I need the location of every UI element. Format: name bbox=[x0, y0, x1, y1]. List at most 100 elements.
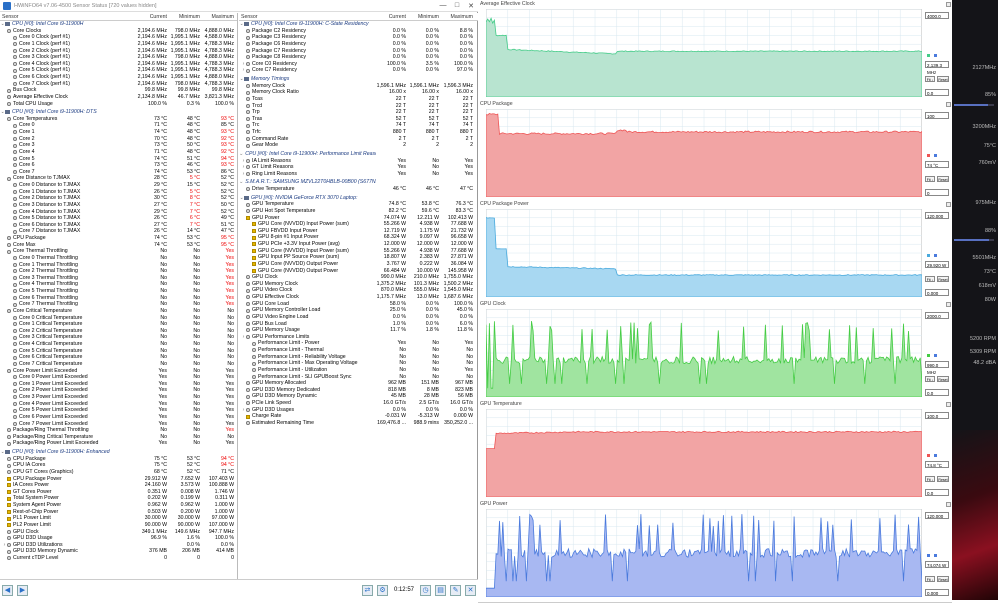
sensor-row[interactable]: Core 3 Power Limit Exceeded Yes No Yes bbox=[0, 394, 237, 401]
expand-icon[interactable]: › bbox=[242, 164, 245, 171]
collapse-icon[interactable]: ⌄ bbox=[239, 194, 244, 201]
reset-button[interactable]: Reset bbox=[937, 476, 949, 482]
expand-icon[interactable]: › bbox=[242, 406, 245, 413]
sensor-row[interactable]: Core 0 Thermal Throttling No No Yes bbox=[0, 255, 237, 262]
sensor-group-header[interactable]: ⌄ CPU [#0]: Intel Core i9-11900H: DTS bbox=[0, 109, 237, 116]
sensor-row[interactable]: Bus Clock 99.8 MHz 99.8 MHz 99.8 MHz bbox=[0, 87, 237, 94]
collapse-icon[interactable]: ⌄ bbox=[239, 21, 244, 27]
series-toggle[interactable] bbox=[934, 554, 937, 557]
reset-button[interactable]: Reset bbox=[937, 376, 949, 382]
chart-min-value[interactable]: 0.0 bbox=[925, 489, 949, 496]
sensor-row[interactable]: Core 6 Critical Temperature No No No bbox=[0, 354, 237, 361]
collapse-icon[interactable]: ⌄ bbox=[239, 76, 244, 82]
sensor-row[interactable]: GPU D3D Memory Dynamic 45 MB 28 MB 56 MB bbox=[239, 393, 478, 400]
sensor-row[interactable]: › Core C0 Residency 100.0 % 3.5 % 100.0 % bbox=[239, 61, 478, 68]
sensor-row[interactable]: Core 4 71 °C 48 °C 92 °C bbox=[0, 149, 237, 156]
sensor-row[interactable]: Core 2 Power Limit Exceeded Yes No Yes bbox=[0, 387, 237, 394]
collapse-icon[interactable]: ⌄ bbox=[0, 109, 5, 116]
sensor-row[interactable]: › GPU D3D Usages 0.0 % 0.0 % 0.0 % bbox=[239, 407, 478, 414]
sensor-row[interactable]: Core 4 Thermal Throttling No No Yes bbox=[0, 281, 237, 288]
expand-icon[interactable]: › bbox=[242, 333, 245, 340]
chart-close-icon[interactable] bbox=[946, 2, 951, 7]
chart-panel-cpu-package-power[interactable]: CPU Package Power 120.000 29.920 W Fit ↓ Res… bbox=[478, 200, 952, 303]
sensor-row[interactable]: Core 3 73 °C 50 °C 93 °C bbox=[0, 142, 237, 149]
chart-panel-gpu-temperature[interactable]: GPU Temperature 100.0 74.8 °C Fit ↓ Reset 0.0 bbox=[478, 400, 952, 503]
sensor-row[interactable]: Core 2 Thermal Throttling No No Yes bbox=[0, 268, 237, 275]
sensor-row[interactable]: Core 5 Distance to TJMAX 26 °C 6 °C 49 °C bbox=[0, 215, 237, 222]
sensor-row[interactable]: Estimated Remaining Time 169,476.8 ... 988… bbox=[239, 420, 478, 427]
column-maximum[interactable]: Maximum bbox=[211, 14, 234, 20]
collapse-icon[interactable]: ⌄ bbox=[0, 21, 5, 27]
sensor-row[interactable]: Total System Power 0.202 W 0.199 W 0.311 W bbox=[0, 495, 237, 502]
sensor-row[interactable]: Core 2 Critical Temperature No No No bbox=[0, 328, 237, 335]
sensor-row[interactable]: Core 2 Distance to TJMAX 30 °C 8 °C 52 °C bbox=[0, 195, 237, 202]
sensor-row[interactable]: Core 5 Critical Temperature No No No bbox=[0, 348, 237, 355]
sensor-row[interactable]: PL2 Power Limit 90.000 W 90.000 W 107.000 W bbox=[0, 522, 237, 529]
chart-close-icon[interactable] bbox=[946, 202, 951, 207]
sensor-row[interactable]: GPU 8-pin #1 Input Power 68.324 W 9.097 W 9… bbox=[239, 234, 478, 241]
chart-max-value[interactable]: 120.000 bbox=[925, 512, 949, 519]
chart-min-value[interactable]: 0.000 bbox=[925, 289, 949, 296]
sensor-row[interactable]: GPU D3D Memory Dynamic 376 MB 206 MB 414 MB bbox=[0, 548, 237, 555]
sensor-row[interactable]: Drive Temperature 46 °C 46 °C 47 °C bbox=[239, 186, 478, 193]
sensor-row[interactable]: Core 4 Power Limit Exceeded Yes No Yes bbox=[0, 401, 237, 408]
sensor-row[interactable]: Core 0 Clock (perf #1) 2,194.6 MHz 1,995.1… bbox=[0, 34, 237, 41]
sensor-row[interactable]: GPU Hot Spot Temperature 82.2 °C 59.6 °C 83… bbox=[239, 208, 478, 215]
chart-panel-gpu-clock[interactable]: GPU Clock 2000.0 990.0 MHz Fit ↓ Reset 0.0 bbox=[478, 300, 952, 403]
nav-right-icon[interactable]: ▶ bbox=[17, 584, 28, 596]
fit-button[interactable]: Fit ↓ bbox=[925, 576, 935, 582]
sensor-row[interactable]: Trp 22 T 22 T 22 T bbox=[239, 109, 478, 116]
sensor-row[interactable]: Command Rate 2 T 2 T 2 T bbox=[239, 136, 478, 143]
sensor-row[interactable]: Core 1 Critical Temperature No No No bbox=[0, 321, 237, 328]
sensor-row[interactable]: Performance Limit - Thermal No No No bbox=[239, 347, 478, 354]
clock-icon[interactable]: ◷ bbox=[420, 584, 431, 596]
reset-button[interactable]: Reset bbox=[937, 76, 949, 82]
sensor-group-header[interactable]: ⌄ CPU [#0]: Intel Core i9-11900H: C-State… bbox=[239, 21, 478, 28]
sensor-row[interactable]: GPU Memory Allocated 962 MB 151 MB 967 MB bbox=[239, 380, 478, 387]
sensor-group-header[interactable]: ⌄ GPU [#0]: NVIDIA GeForce RTX 3070 Lapto… bbox=[239, 195, 478, 202]
sensor-group-header[interactable]: ⌄ CPU [#0]: Intel Core i9-11900H: Perform… bbox=[239, 151, 478, 158]
sensor-row[interactable]: Trcd 22 T 22 T 22 T bbox=[239, 103, 478, 110]
collapse-icon[interactable]: ⌄ bbox=[239, 179, 244, 186]
sensor-row[interactable]: Core 1 Clock (perf #1) 2,194.6 MHz 1,995.1… bbox=[0, 41, 237, 48]
sensor-row[interactable]: CPU Package 75 °C 53 °C 94 °C bbox=[0, 456, 237, 463]
sensor-row[interactable]: Tcas 22 T 22 T 22 T bbox=[239, 96, 478, 103]
expand-icon[interactable]: › bbox=[242, 170, 245, 177]
sensor-row[interactable]: PL1 Power Limit 30.000 W 30.000 W 97.000 W bbox=[0, 515, 237, 522]
maximize-button[interactable]: □ bbox=[454, 2, 460, 9]
sensor-row[interactable]: Core Power Limit Exceeded Yes No Yes bbox=[0, 368, 237, 375]
sensor-row[interactable]: GPU D3D Usage 96.9 % 1.6 % 100.0 % bbox=[0, 535, 237, 542]
expand-icon[interactable]: › bbox=[242, 60, 245, 67]
sensor-group-header[interactable]: ⌄ CPU [#0]: Intel Core i9-11900H: Enhance… bbox=[0, 449, 237, 456]
sensor-row[interactable]: Core 7 Thermal Throttling No No Yes bbox=[0, 301, 237, 308]
sensor-row[interactable]: GPU Clock 990.0 MHz 210.0 MHz 1,755.0 MHz bbox=[239, 274, 478, 281]
sensor-row[interactable]: Core 7 Distance to TJMAX 26 °C 14 °C 47 °C bbox=[0, 228, 237, 235]
sensor-row[interactable]: System Agent Power 0.962 W 0.962 W 1.000 W bbox=[0, 502, 237, 509]
sensor-row[interactable]: GPU Memory Controller Load 25.0 % 0.0 % 45.… bbox=[239, 307, 478, 314]
sensor-row[interactable]: GPU Temperature 74.8 °C 53.8 °C 76.3 °C bbox=[239, 201, 478, 208]
sensor-row[interactable]: Current cTDP Level 0 0 0 bbox=[0, 555, 237, 562]
column-minimum[interactable]: Minimum bbox=[178, 14, 200, 20]
sensor-row[interactable]: Core 5 Thermal Throttling No No Yes bbox=[0, 288, 237, 295]
sensor-row[interactable]: Core 1 Distance to TJMAX 26 °C 5 °C 52 °C bbox=[0, 189, 237, 196]
sensor-row[interactable]: Memory Clock Ratio 16.00 x 16.00 x 16.00 x bbox=[239, 89, 478, 96]
chart-max-value[interactable]: 4000.0 bbox=[925, 12, 949, 19]
expand-icon[interactable]: › bbox=[3, 541, 6, 548]
sensor-row[interactable]: Core 1 74 °C 48 °C 93 °C bbox=[0, 129, 237, 136]
sensor-row[interactable]: Core Thermal Throttling No No Yes bbox=[0, 248, 237, 255]
sensor-row[interactable]: GPU FBVDD Input Power 12.719 W 1.175 W 21.7… bbox=[239, 228, 478, 235]
sensor-row[interactable]: Core 7 Power Limit Exceeded Yes No Yes bbox=[0, 421, 237, 428]
sensor-row[interactable]: Memory Clock 1,596.1 MHz 1,596.1 MHz 1,596.… bbox=[239, 83, 478, 90]
sensor-row[interactable]: Core 7 Critical Temperature No No No bbox=[0, 361, 237, 368]
sensor-row[interactable]: Package/Ring Critical Temperature No No No bbox=[0, 434, 237, 441]
sensor-row[interactable]: Core 6 Distance to TJMAX 27 °C 7 °C 51 °C bbox=[0, 222, 237, 229]
sensor-row[interactable]: GPU Memory Clock 1,375.2 MHz 101.3 MHz 1,50… bbox=[239, 281, 478, 288]
sensor-row[interactable]: › GPU Performance Limits bbox=[239, 334, 478, 341]
sensor-row[interactable]: GPU Video Engine Load 0.0 % 0.0 % 0.0 % bbox=[239, 314, 478, 321]
sensor-row[interactable]: › GPU D3D Utilizations 0.0 % 0.0 % bbox=[0, 542, 237, 549]
fit-button[interactable]: Fit ↓ bbox=[925, 376, 935, 382]
sensor-row[interactable]: Core 7 Clock (perf #1) 2,194.6 MHz 798.0 M… bbox=[0, 81, 237, 88]
chart-close-icon[interactable] bbox=[946, 102, 951, 107]
column-current[interactable]: Current bbox=[149, 14, 167, 20]
chart-max-value[interactable]: 2000.0 bbox=[925, 312, 949, 319]
